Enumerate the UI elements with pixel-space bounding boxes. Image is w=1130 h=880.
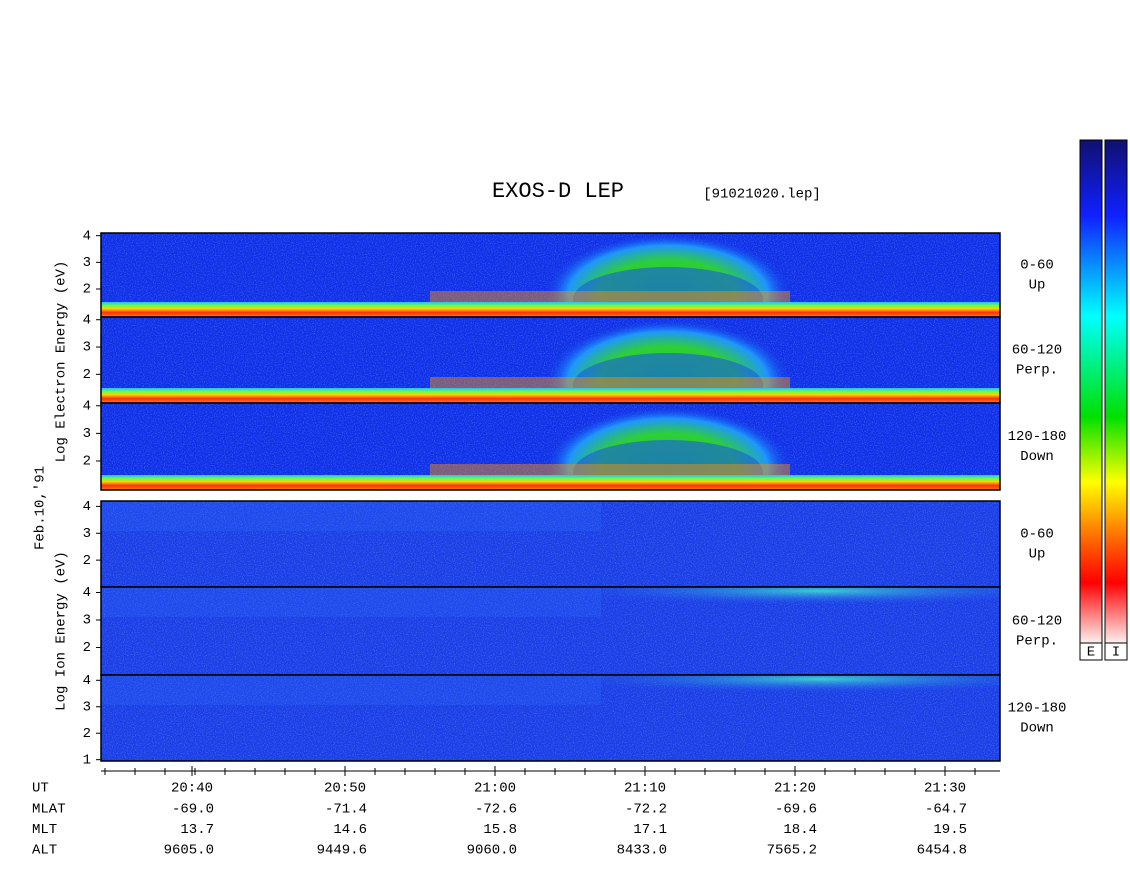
panel-frame: [100, 402, 1001, 491]
y-tick-label: 4: [83, 585, 91, 601]
direction: Up: [1029, 547, 1046, 563]
pitch-angle: 60-120: [1012, 614, 1062, 630]
ion-glow: [560, 675, 1000, 693]
colorbar: [1079, 139, 1103, 644]
colorbar-box: [1079, 642, 1103, 661]
y-tick-label: 4: [83, 228, 91, 244]
pitch-angle: 120-180: [1008, 701, 1067, 717]
y-tick-label: 2: [83, 726, 91, 742]
ion-glow: [560, 587, 1000, 605]
title: EXOS-D LEP: [492, 179, 624, 204]
spectrogram-panel: [101, 675, 1000, 761]
ephemeris-value: -69.6: [775, 802, 817, 818]
colorbar-box: [1104, 642, 1128, 661]
row-label: ALT: [32, 843, 57, 859]
ion-haze: [101, 501, 601, 531]
ephemeris-value: 19.5: [933, 822, 967, 838]
y-tick-label: 2: [83, 367, 91, 383]
pitch-angle: 60-120: [1012, 343, 1062, 359]
time-label: 20:50: [324, 781, 366, 797]
spectrogram-panel: [101, 233, 1000, 317]
file-name: [91021020.lep]: [703, 187, 821, 203]
ephemeris-value: 9605.0: [164, 843, 214, 859]
date: Feb.10,'91: [33, 466, 49, 550]
y-tick-label: 2: [83, 553, 91, 569]
energy-axis-label: Log Electron Energy (eV): [54, 261, 70, 463]
ephemeris-value: 6454.8: [917, 843, 967, 859]
row-label: UT: [32, 781, 49, 797]
time-label: 21:20: [774, 781, 816, 797]
ephemeris-value: 17.1: [633, 822, 667, 838]
direction: Perp.: [1016, 634, 1058, 650]
y-tick-label: 2: [83, 640, 91, 656]
ephemeris-value: -69.0: [172, 802, 214, 818]
y-tick-label: 3: [83, 340, 91, 356]
ephemeris-value: 18.4: [783, 822, 817, 838]
y-tick-label: 1: [83, 752, 91, 768]
colorbar-label: E: [1087, 645, 1095, 661]
direction: Perp.: [1016, 363, 1058, 379]
low-energy-band: [101, 302, 1000, 317]
panels: Log Electron Energy (eV) 2 3 4 0-60 Up 2 3 4 60-1…: [54, 228, 1067, 768]
time-label: 21:10: [624, 781, 666, 797]
ephemeris-value: -71.4: [325, 802, 367, 818]
spectrogram-panel: [101, 317, 1000, 403]
y-tick-label: 2: [83, 454, 91, 470]
pitch-angle: 0-60: [1020, 527, 1054, 543]
ephemeris-value: 13.7: [180, 822, 214, 838]
y-tick-label: 4: [83, 673, 91, 689]
time-label: 21:00: [474, 781, 516, 797]
colorbar: [1104, 139, 1128, 644]
direction: Down: [1020, 721, 1054, 737]
ephemeris-value: -72.2: [625, 802, 667, 818]
panel-frame: [100, 674, 1001, 762]
y-tick-label: 3: [83, 526, 91, 542]
ephemeris-value: 7565.2: [767, 843, 817, 859]
ephemeris-value: 15.8: [483, 822, 517, 838]
spectrogram-panel: [101, 403, 1000, 490]
low-energy-band: [101, 475, 1000, 490]
spectrogram-panel: [101, 501, 1000, 587]
time-label: 20:40: [171, 781, 213, 797]
time-axis: UT 20:40 20:50 21:00 21:10 21:20 21:30 MLAT -69.…: [32, 766, 1000, 859]
time-label: 21:30: [924, 781, 966, 797]
ephemeris-value: -72.6: [475, 802, 517, 818]
y-tick-label: 3: [83, 699, 91, 715]
ephemeris-value: 8433.0: [617, 843, 667, 859]
y-tick-label: 4: [83, 499, 91, 515]
y-tick-label: 3: [83, 426, 91, 442]
direction: Down: [1020, 449, 1054, 465]
y-tick-label: 3: [83, 255, 91, 271]
direction: Up: [1029, 278, 1046, 294]
spectrogram-panel: [101, 587, 1000, 675]
ion-haze: [101, 587, 601, 617]
ephemeris-value: 9449.6: [317, 843, 367, 859]
pitch-angle: 0-60: [1020, 258, 1054, 274]
y-tick-label: 4: [83, 398, 91, 414]
y-tick-label: 4: [83, 312, 91, 328]
y-tick-label: 3: [83, 613, 91, 629]
y-tick-label: 2: [83, 282, 91, 298]
pitch-angle: 120-180: [1008, 429, 1067, 445]
low-energy-band: [101, 388, 1000, 403]
row-label: MLAT: [32, 802, 66, 818]
ephemeris-value: 14.6: [333, 822, 367, 838]
ephemeris-value: -64.7: [925, 802, 967, 818]
noise: [101, 501, 1000, 587]
energy-axis-label: Log Ion Energy (eV): [54, 551, 70, 711]
colorbar-label: I: [1112, 645, 1120, 661]
row-label: MLT: [32, 822, 57, 838]
ion-haze: [101, 675, 601, 705]
ephemeris-value: 9060.0: [467, 843, 517, 859]
